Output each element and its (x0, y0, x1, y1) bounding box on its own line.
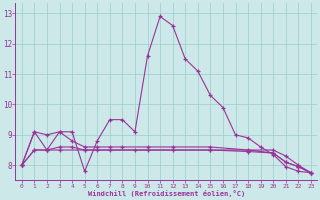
X-axis label: Windchill (Refroidissement éolien,°C): Windchill (Refroidissement éolien,°C) (88, 190, 245, 197)
